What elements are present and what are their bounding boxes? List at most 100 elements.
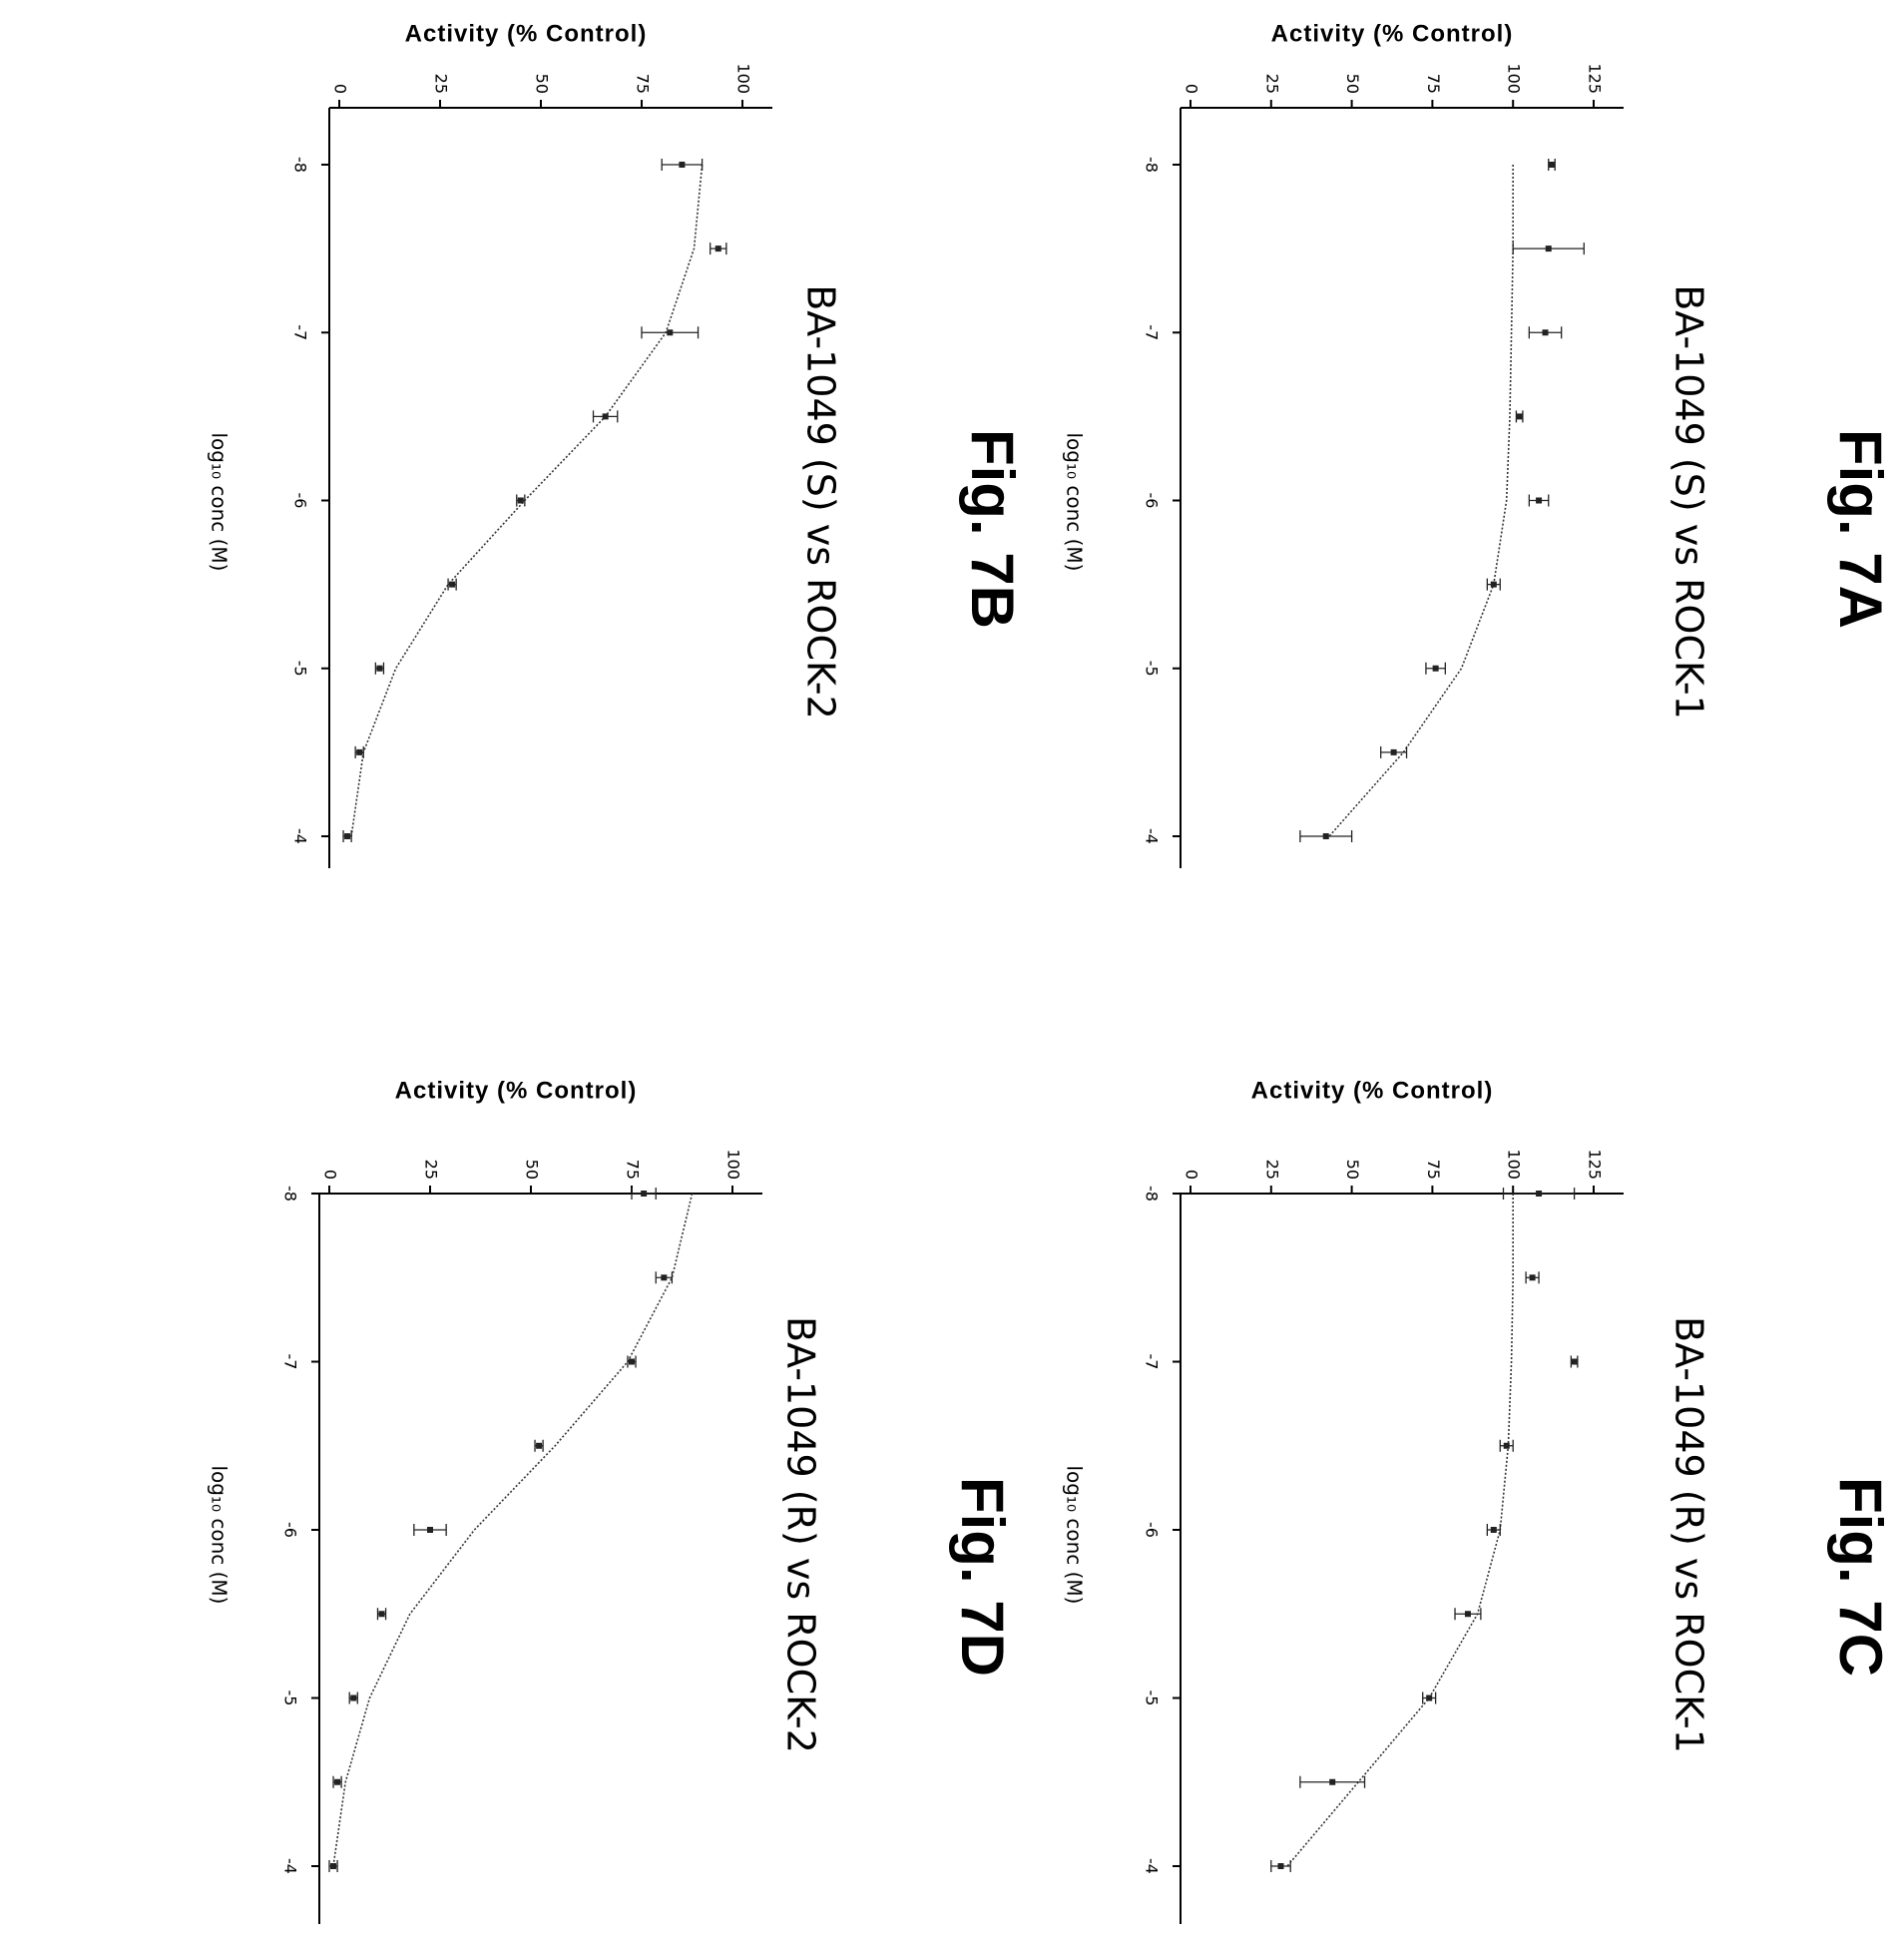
data-point [356,748,363,755]
y-axis-title: Activity (% Control) [1251,1077,1494,1104]
x-tick-label: -7 [1143,324,1162,340]
x-tick-label: -4 [1143,1858,1162,1874]
data-point [376,665,383,672]
chart-panel-2: 0 25 50 75 100 -8 -7 -6 -5 -4 Activity (% Control)… [208,20,1026,868]
x-tick-label: -5 [291,661,310,677]
x-tick-label: -5 [1143,661,1162,677]
figure-label: Fig. 7C [1827,1477,1894,1677]
y-axis-title: Activity (% Control) [405,20,648,47]
y-tick-label: 100 [1505,1149,1524,1180]
data-point [449,581,456,588]
data-point [1529,1274,1536,1281]
y-tick-label: 25 [1262,74,1281,94]
x-tick-label: -6 [281,1522,300,1538]
data-point [1516,413,1523,420]
x-tick-label: -8 [291,157,310,173]
data-point [1322,833,1329,839]
y-axis-title: Activity (% Control) [1271,20,1514,47]
data-point [629,1358,635,1365]
x-tick-label: -4 [1143,828,1162,844]
data-point [1426,1695,1433,1701]
x-tick-label: -4 [281,1858,300,1874]
data-point [517,497,524,504]
data-point [641,1191,648,1197]
data-point [378,1611,385,1618]
data-point [1503,1442,1510,1449]
data-point [1329,1778,1336,1785]
data-point [1432,665,1439,672]
data-point [1536,497,1543,504]
y-tick-label: 0 [321,1170,340,1180]
y-tick-label: 100 [1505,63,1524,94]
chart-panel-4: 0 25 50 75 100 -8 -7 -6 -5 -4 Activity (% Control)… [208,1077,1016,1924]
data-point [536,1442,543,1449]
x-tick-label: -7 [291,324,310,340]
figure-label: Fig. 7A [1827,429,1894,629]
x-tick-label: -8 [1143,157,1162,173]
fit-curve [350,164,704,837]
x-tick-label: -8 [1143,1186,1162,1202]
y-tick-label: 50 [523,1160,542,1180]
data-point [350,1695,357,1701]
data-point [1548,162,1555,168]
data-point [667,329,674,336]
data-point [344,833,351,839]
y-tick-label: 0 [331,84,350,94]
y-axis-title: Activity (% Control) [395,1077,638,1104]
y-tick-label: 50 [1343,74,1362,94]
figure-label: Fig. 7B [959,429,1026,629]
data-point [1536,1191,1543,1197]
chart-title: BA-1049 (S) vs ROCK-1 [1667,284,1711,720]
data-point [1545,245,1552,252]
x-tick-label: -6 [1143,493,1162,509]
data-point [714,245,721,252]
y-tick-label: 75 [634,74,653,94]
y-tick-label: 75 [1424,1160,1443,1180]
fit-curve [1286,1194,1514,1867]
x-tick-label: -5 [1143,1691,1162,1706]
y-tick-label: 125 [1586,1149,1605,1180]
figure-label: Fig. 7D [949,1477,1016,1677]
y-tick-label: 75 [624,1160,643,1180]
x-tick-label: -7 [281,1354,300,1370]
data-point [1390,748,1397,755]
data-point [334,1778,341,1785]
y-tick-label: 50 [1343,1160,1362,1180]
x-tick-label: -6 [1143,1522,1162,1538]
x-axis-title: log₁₀ conc (M) [1063,432,1087,571]
chart-title: BA-1049 (R) vs ROCK-1 [1667,1316,1711,1753]
data-point [679,162,686,168]
data-point [1490,581,1497,588]
data-point [1277,1863,1284,1869]
y-tick-label: 125 [1586,63,1605,94]
data-point [330,1863,337,1869]
x-axis-title: log₁₀ conc (M) [208,432,232,571]
chart-panel-1: 0 25 50 75 100 125 -8 -7 -6 -5 -4 Activity (% Contr… [1063,20,1894,868]
data-point [1490,1527,1497,1533]
data-point [602,413,609,420]
x-tick-label: -4 [291,828,310,844]
y-tick-label: 0 [1183,84,1201,94]
fit-curve [332,1193,694,1867]
y-tick-label: 100 [724,1149,743,1180]
data-point [1571,1358,1578,1365]
fit-curve [1328,165,1514,837]
x-tick-label: -7 [1143,1354,1162,1370]
x-tick-label: -8 [281,1186,300,1202]
x-tick-label: -5 [281,1691,300,1706]
data-point [661,1274,668,1281]
y-tick-label: 25 [432,74,451,94]
y-tick-label: 0 [1183,1170,1201,1180]
chart-title: BA-1049 (S) vs ROCK-2 [799,284,843,720]
chart-panel-3: 0 25 50 75 100 125 -8 -7 -6 -5 -4 Activity (% Contr… [1063,1077,1894,1924]
data-point [1542,329,1549,336]
chart-title: BA-1049 (R) vs ROCK-2 [779,1316,823,1753]
y-tick-label: 25 [422,1160,441,1180]
x-axis-title: log₁₀ conc (M) [208,1465,232,1604]
x-tick-label: -6 [291,493,310,509]
x-axis-title: log₁₀ conc (M) [1063,1465,1087,1604]
data-point [427,1527,433,1533]
data-point [1464,1611,1471,1618]
y-tick-label: 75 [1424,74,1443,94]
